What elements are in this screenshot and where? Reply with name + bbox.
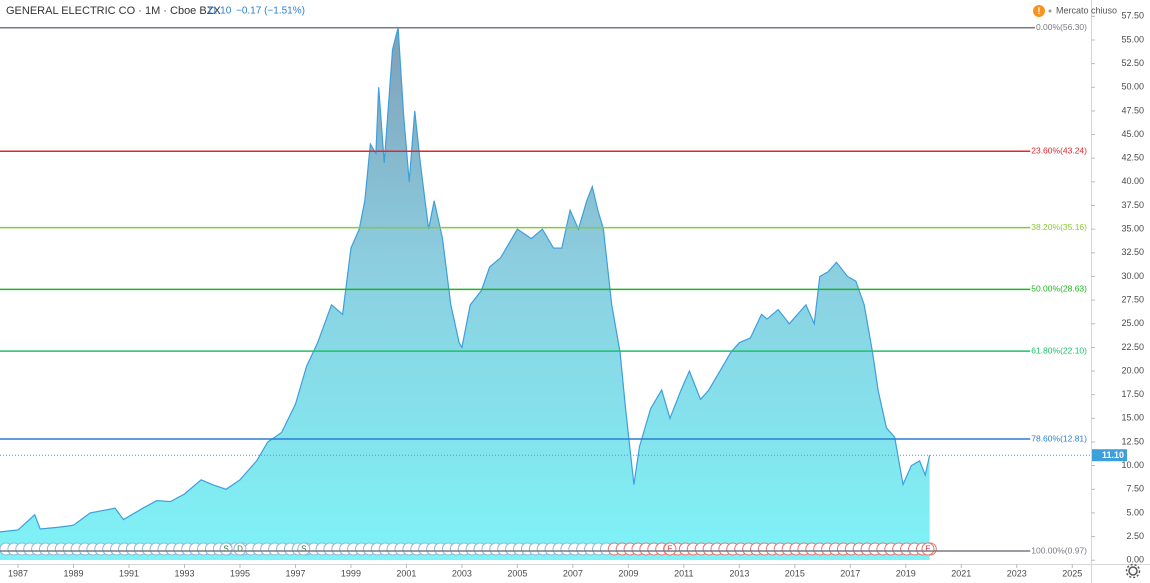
y-tick-label: 20.00 bbox=[1121, 365, 1144, 375]
y-tick-label: 7.50 bbox=[1126, 484, 1144, 494]
fib-label-bg bbox=[1030, 145, 1089, 156]
last-price-box bbox=[1092, 449, 1127, 462]
x-tick-label: 1993 bbox=[174, 568, 194, 578]
x-tick-label: 2023 bbox=[1007, 568, 1027, 578]
x-tick-label: 2005 bbox=[507, 568, 527, 578]
price-line bbox=[0, 27, 931, 533]
y-tick-label: 57.50 bbox=[1121, 11, 1144, 21]
y-tick-label: 25.00 bbox=[1121, 318, 1144, 328]
y-tick-label: 30.00 bbox=[1121, 271, 1144, 281]
x-tick-label: 1989 bbox=[64, 568, 84, 578]
y-tick-label: 50.00 bbox=[1121, 82, 1144, 92]
y-tick-label: 35.00 bbox=[1121, 224, 1144, 234]
fib-label-bg bbox=[1030, 345, 1089, 356]
event-marker bbox=[219, 542, 233, 556]
x-tick-label: 2001 bbox=[396, 568, 416, 578]
y-tick-label: 5.00 bbox=[1126, 507, 1144, 517]
y-tick-label: 22.50 bbox=[1121, 342, 1144, 352]
gear-teeth[interactable] bbox=[1125, 563, 1141, 579]
event-marker bbox=[297, 542, 311, 556]
y-tick-label: 42.50 bbox=[1121, 153, 1144, 163]
y-tick-label: 10.00 bbox=[1121, 460, 1144, 470]
fib-label-bg bbox=[1030, 221, 1089, 232]
x-tick-label: 2003 bbox=[452, 568, 472, 578]
status-icon-glyph: ! bbox=[1038, 6, 1041, 16]
y-tick-label: 2.50 bbox=[1126, 531, 1144, 541]
event-label: E bbox=[925, 545, 930, 554]
fib-label-bg bbox=[1034, 21, 1089, 32]
market-status: Mercato chiuso bbox=[1056, 5, 1117, 15]
x-tick-label: 2019 bbox=[896, 568, 916, 578]
x-tick-label: 2007 bbox=[563, 568, 583, 578]
status-icon bbox=[1033, 5, 1045, 17]
x-tick-label: 2009 bbox=[618, 568, 638, 578]
y-tick-label: 17.50 bbox=[1121, 389, 1144, 399]
fib-label-bg bbox=[1030, 283, 1089, 294]
fib-label-bg bbox=[1030, 545, 1089, 556]
fib-label: 38.20%(35.16) bbox=[1031, 222, 1087, 232]
event-label: S bbox=[301, 545, 306, 554]
settings-icon[interactable] bbox=[1125, 563, 1141, 579]
event-marker bbox=[921, 542, 935, 556]
y-tick-label: 40.00 bbox=[1121, 176, 1144, 186]
y-tick-label: 15.00 bbox=[1121, 413, 1144, 423]
status-dot bbox=[1048, 9, 1052, 13]
fib-label: 23.60%(43.24) bbox=[1031, 145, 1087, 155]
y-tick-label: 27.50 bbox=[1121, 294, 1144, 304]
event-label: S bbox=[223, 545, 228, 554]
last-price: 11.10 bbox=[207, 6, 232, 17]
fib-label: 61.80%(22.10) bbox=[1031, 345, 1087, 355]
event-label: E bbox=[667, 545, 672, 554]
event-marker bbox=[663, 542, 677, 556]
fib-label: 78.60%(12.81) bbox=[1031, 433, 1087, 443]
gear[interactable] bbox=[1128, 566, 1138, 576]
event-marker bbox=[233, 542, 247, 556]
x-tick-label: 2017 bbox=[840, 568, 860, 578]
y-tick-label: 55.00 bbox=[1121, 34, 1144, 44]
x-tick-label: 1997 bbox=[285, 568, 305, 578]
x-tick-label: 1995 bbox=[230, 568, 250, 578]
y-tick-label: 45.00 bbox=[1121, 129, 1144, 139]
x-tick-label: 2011 bbox=[674, 568, 693, 578]
y-tick-label: 0.00 bbox=[1126, 555, 1144, 565]
y-tick-label: 37.50 bbox=[1121, 200, 1144, 210]
x-tick-label: 1999 bbox=[341, 568, 361, 578]
x-tick-label: 2025 bbox=[1062, 568, 1082, 578]
price-axis-border bbox=[1091, 0, 1092, 583]
y-tick-label: 52.50 bbox=[1121, 58, 1144, 68]
last-price-axis-label: 11.10 bbox=[1102, 450, 1124, 460]
y-tick-label: 47.50 bbox=[1121, 105, 1144, 115]
x-tick-label: 2013 bbox=[729, 568, 749, 578]
x-tick-label: 1987 bbox=[8, 568, 28, 578]
time-axis-border bbox=[0, 564, 1150, 565]
y-tick-label: 12.50 bbox=[1121, 436, 1144, 446]
change: −0.17 (−1.51%) bbox=[236, 6, 305, 17]
y-tick-label: 32.50 bbox=[1121, 247, 1144, 257]
x-tick-label: 1991 bbox=[119, 568, 139, 578]
x-tick-label: 2021 bbox=[951, 568, 971, 578]
area-fill bbox=[0, 27, 930, 561]
chart-title: GENERAL ELECTRIC CO · 1M · Cboe BZX bbox=[6, 5, 221, 17]
event-label: D bbox=[237, 545, 243, 554]
fib-label: 0.00%(56.30) bbox=[1036, 22, 1087, 32]
fib-label: 100.00%(0.97) bbox=[1031, 545, 1087, 555]
fib-label-bg bbox=[1030, 433, 1089, 444]
x-tick-label: 2015 bbox=[785, 568, 805, 578]
fib-label: 50.00%(28.63) bbox=[1031, 284, 1087, 294]
